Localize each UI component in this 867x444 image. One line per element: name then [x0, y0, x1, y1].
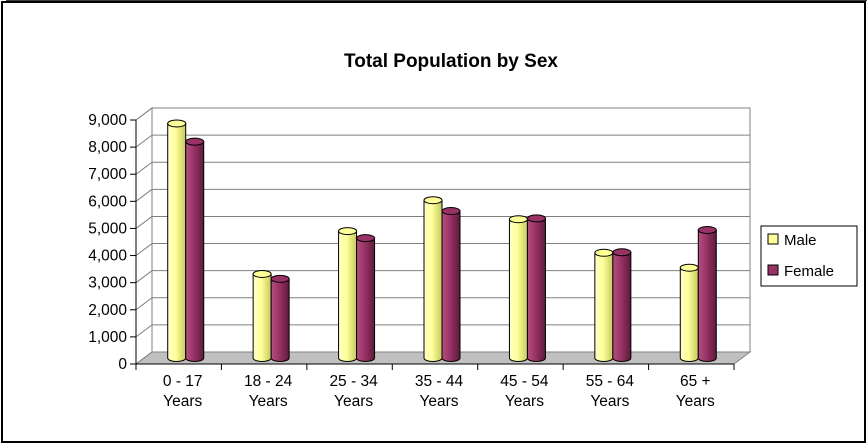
bar-body: [423, 199, 443, 362]
gridline-side: [135, 188, 153, 202]
gridline-side: [135, 107, 153, 121]
y-tick-label: 5,000: [88, 220, 127, 237]
legend: Male Female: [760, 225, 858, 287]
x-tick-label: Years: [676, 393, 715, 410]
bar-top: [679, 263, 699, 272]
x-tick-label: Years: [419, 393, 458, 410]
x-tick-label: 0 - 17: [163, 373, 203, 390]
bar-top: [508, 215, 528, 224]
bars: [167, 119, 717, 362]
legend-swatch-female: [767, 264, 779, 276]
bar-top: [441, 207, 461, 216]
bar-male: [679, 263, 699, 362]
bar-top: [612, 248, 632, 257]
gridline-side: [135, 243, 153, 256]
y-tick-label: 9,000: [88, 112, 127, 129]
bar-body: [594, 252, 614, 362]
bar-male: [508, 215, 528, 362]
y-tick-label: 1,000: [88, 329, 127, 346]
legend-label-male: Male: [784, 232, 817, 249]
bar-body: [679, 267, 699, 362]
y-tick-label: 0: [118, 356, 127, 373]
bar-female: [356, 234, 376, 362]
bar-top: [356, 234, 376, 243]
bar-body: [167, 122, 187, 362]
gridline-side: [135, 270, 153, 284]
bar-body: [356, 237, 376, 362]
bar-body: [270, 278, 290, 362]
bar-body: [185, 141, 205, 362]
legend-swatch-male: [767, 233, 779, 245]
bar-body: [526, 217, 546, 362]
bar-female: [612, 248, 632, 362]
bar-female: [526, 214, 546, 362]
x-tick-label: Years: [334, 393, 373, 410]
y-tick-label: 6,000: [88, 193, 127, 210]
bar-male: [167, 119, 187, 362]
bar-body: [252, 273, 272, 362]
x-tick-label: Years: [249, 393, 288, 410]
x-tick-label: Years: [163, 393, 202, 410]
gridline-side: [135, 324, 153, 338]
bar-top: [423, 196, 443, 205]
x-tick-label: 65 +: [680, 373, 711, 390]
y-tick-label: 2,000: [88, 302, 127, 319]
x-axis: 0 - 17 Years 18 - 24 Years 25 - 34 Years 35 - …: [135, 363, 735, 410]
bar-top: [167, 119, 187, 128]
x-tick-label: 18 - 24: [244, 373, 293, 390]
y-tick-label: 8,000: [88, 139, 127, 156]
bar-male: [252, 269, 272, 362]
bar-female: [270, 274, 290, 362]
gridline-side: [135, 134, 153, 148]
gridline-side: [135, 297, 153, 311]
x-tick-label: 45 - 54: [500, 373, 549, 390]
x-tick-label: Years: [590, 393, 629, 410]
bar-body: [441, 210, 461, 362]
x-tick-label: 25 - 34: [329, 373, 378, 390]
y-tick-label: 4,000: [88, 248, 127, 265]
side-wall: [135, 107, 153, 365]
bar-top: [270, 274, 290, 283]
bar-female: [697, 226, 717, 362]
bar-male: [423, 196, 443, 362]
bar-body: [508, 218, 528, 362]
bar-top: [697, 226, 717, 235]
bar-top: [594, 248, 614, 257]
bar-top: [338, 227, 358, 236]
bar-top: [526, 214, 546, 223]
bar-female: [441, 207, 461, 362]
bar-top: [185, 137, 205, 146]
bar-top: [252, 269, 272, 278]
x-tick-label: 35 - 44: [415, 373, 464, 390]
y-axis: 0 1,000 2,000 3,000 4,000 5,000 6,000 7,000 8,00…: [88, 112, 137, 373]
bar-body: [697, 229, 717, 362]
chart-title: Total Population by Sex: [344, 51, 558, 72]
y-tick-label: 7,000: [88, 166, 127, 183]
y-tick-label: 3,000: [88, 275, 127, 292]
bar-body: [338, 230, 358, 362]
bar-male: [338, 227, 358, 362]
gridline-side: [135, 161, 153, 175]
legend-label-female: Female: [784, 263, 834, 280]
gridline-side: [135, 216, 153, 229]
x-tick-label: 55 - 64: [586, 373, 635, 390]
bar-male: [594, 248, 614, 362]
bar-female: [185, 137, 205, 362]
bar-body: [612, 251, 632, 362]
x-tick-label: Years: [505, 393, 544, 410]
